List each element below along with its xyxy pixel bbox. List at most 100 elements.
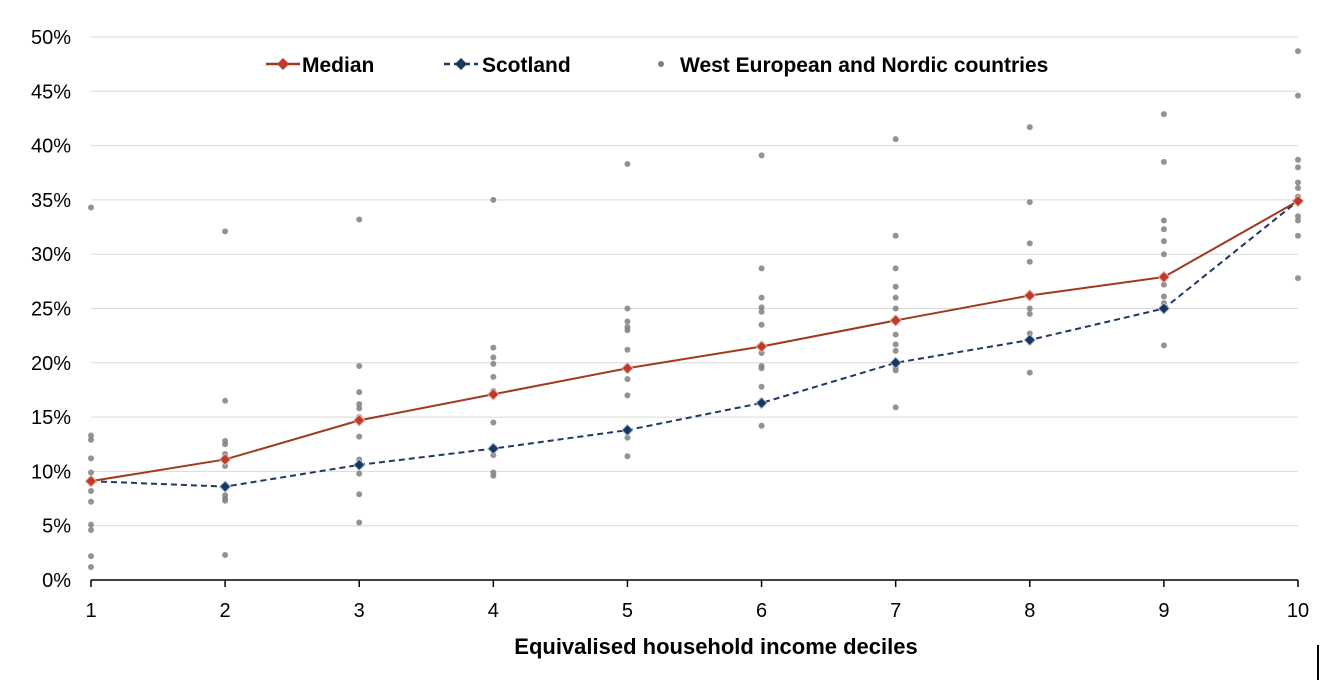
country-dot xyxy=(1295,156,1301,163)
x-tick-label: 8 xyxy=(1024,600,1035,622)
country-dot xyxy=(222,552,229,559)
country-dot xyxy=(490,360,497,367)
x-axis-title: Equivalised household income deciles xyxy=(514,634,917,659)
country-dot xyxy=(892,294,899,301)
legend-scotland-marker xyxy=(455,58,467,70)
legend-item-countries: West European and Nordic countries xyxy=(658,54,1048,77)
country-dot xyxy=(222,462,229,469)
scotland-marker xyxy=(755,396,768,410)
legend-item-scotland: Scotland xyxy=(444,54,571,77)
y-tick-label: 40% xyxy=(31,136,71,158)
country-dot xyxy=(356,216,363,223)
country-dot xyxy=(490,452,497,459)
y-tick-label: 25% xyxy=(31,299,71,321)
legend-item-median: Median xyxy=(266,54,374,77)
x-tick-label: 4 xyxy=(488,600,499,622)
median-marker xyxy=(621,362,634,375)
country-dot xyxy=(892,305,899,312)
country-dot xyxy=(1026,305,1033,312)
legend-scotland-label: Scotland xyxy=(482,54,571,77)
country-dot xyxy=(1160,281,1167,288)
country-dot xyxy=(356,401,363,408)
country-dot xyxy=(1160,158,1167,165)
country-dot xyxy=(356,363,363,370)
country-dot xyxy=(624,346,631,353)
country-dot xyxy=(1026,310,1033,317)
country-dot xyxy=(1295,92,1301,99)
axes xyxy=(90,579,1299,587)
country-dot xyxy=(758,308,765,315)
country-dot xyxy=(1160,217,1167,224)
country-dot xyxy=(356,491,363,498)
gridlines xyxy=(91,36,1298,527)
y-tick-label: 20% xyxy=(31,353,71,375)
scotland-marker xyxy=(1023,333,1036,347)
country-dot xyxy=(758,265,765,272)
country-dot xyxy=(758,383,765,390)
country-dot xyxy=(892,331,899,338)
country-dot xyxy=(1026,369,1033,376)
country-dot xyxy=(1295,213,1301,220)
country-dot xyxy=(356,405,363,412)
country-dot xyxy=(1295,164,1301,171)
country-dot xyxy=(1295,179,1301,186)
scotland-marker xyxy=(1157,302,1171,315)
country-dot xyxy=(490,354,497,361)
legend-countries-dot xyxy=(658,61,664,67)
country-dot xyxy=(892,367,899,374)
y-tick-label: 15% xyxy=(31,407,71,429)
country-dot xyxy=(490,373,497,380)
country-dot xyxy=(356,519,363,526)
country-dot xyxy=(88,563,94,570)
x-tick-label: 3 xyxy=(354,600,365,622)
country-dot xyxy=(88,527,94,534)
y-tick-label: 5% xyxy=(42,516,71,538)
country-dot xyxy=(1026,330,1033,337)
scotland-marker xyxy=(487,442,500,455)
median-marker xyxy=(1291,194,1305,208)
median-marker xyxy=(889,314,902,327)
scotland-line xyxy=(90,200,1299,488)
country-dot xyxy=(1026,258,1033,265)
median-marker xyxy=(1157,270,1171,284)
country-dot xyxy=(490,472,497,479)
country-dot xyxy=(758,365,765,372)
legend-median-marker xyxy=(277,58,289,70)
country-dot xyxy=(88,553,94,560)
scotland-marker xyxy=(889,356,902,370)
country-dot xyxy=(1295,184,1301,191)
x-tick-label: 5 xyxy=(622,600,633,622)
y-tick-label: 10% xyxy=(31,461,71,483)
country-dot xyxy=(1160,342,1167,349)
country-dot xyxy=(1295,232,1301,239)
country-dot xyxy=(892,341,899,348)
x-tick-label: 2 xyxy=(220,600,231,622)
scotland-marker xyxy=(621,423,634,437)
country-dot xyxy=(222,497,229,504)
legend-countries-label: West European and Nordic countries xyxy=(680,54,1048,77)
country-dot xyxy=(892,232,899,239)
country-dot xyxy=(88,498,94,505)
country-dot xyxy=(624,161,631,168)
country-dot xyxy=(758,321,765,328)
country-dot xyxy=(624,453,631,460)
country-dot xyxy=(356,470,363,477)
country-dot xyxy=(88,469,94,476)
country-dot xyxy=(88,487,94,494)
country-dot xyxy=(624,392,631,399)
x-tick-label: 7 xyxy=(890,600,901,622)
country-dots xyxy=(88,48,1301,570)
country-dot xyxy=(624,318,631,325)
country-dot xyxy=(88,521,94,528)
country-dot xyxy=(1160,226,1167,233)
median-marker xyxy=(487,388,500,401)
country-dot xyxy=(356,433,363,440)
country-dot xyxy=(88,436,94,443)
median-marker xyxy=(84,474,98,488)
country-dot xyxy=(222,397,229,404)
country-dot xyxy=(758,350,765,357)
country-dot xyxy=(490,419,497,426)
country-dot xyxy=(1295,275,1301,282)
country-dot xyxy=(758,152,765,159)
